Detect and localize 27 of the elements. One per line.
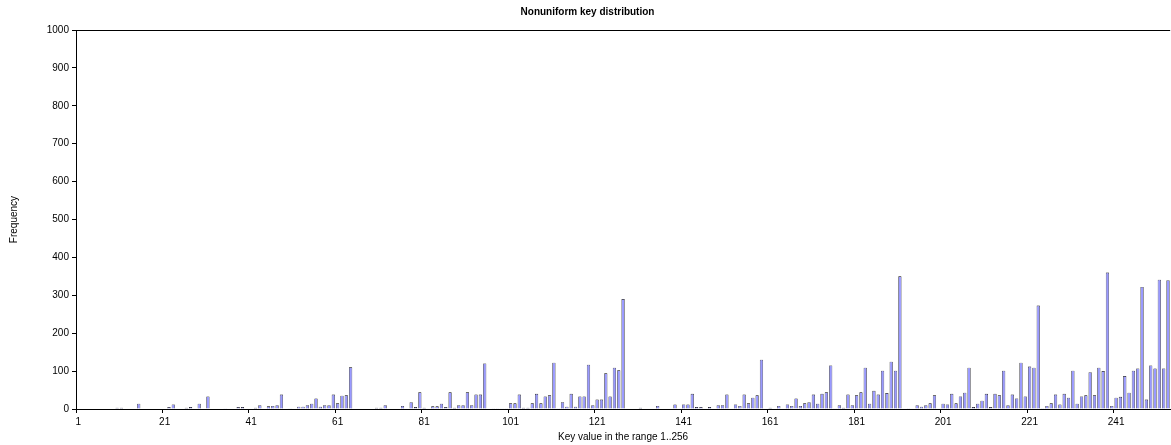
y-tick-label: 300 bbox=[52, 289, 70, 301]
y-tick-label: 500 bbox=[52, 213, 70, 225]
x-tick-label: 221 bbox=[1021, 415, 1039, 427]
x-tick-label: 61 bbox=[332, 415, 344, 427]
y-tick-label: 400 bbox=[52, 251, 70, 263]
x-tick-label: 241 bbox=[1107, 415, 1125, 427]
y-tick-label: 600 bbox=[52, 175, 70, 187]
x-tick-label: 161 bbox=[761, 415, 779, 427]
y-tick-label: 0 bbox=[63, 402, 70, 414]
y-tick-label: 800 bbox=[52, 99, 70, 111]
x-tick-label: 101 bbox=[502, 415, 520, 427]
x-tick-label: 181 bbox=[848, 415, 866, 427]
x-tick-label: 201 bbox=[934, 415, 952, 427]
y-axis-title: Frequency bbox=[7, 195, 19, 244]
x-tick-label: 21 bbox=[159, 415, 171, 427]
y-tick-label: 1000 bbox=[46, 23, 70, 35]
x-axis-title: Key value in the range 1..256 bbox=[558, 430, 689, 442]
x-tick-label: 121 bbox=[588, 415, 606, 427]
x-tick-label: 141 bbox=[675, 415, 693, 427]
y-tick-label: 100 bbox=[52, 364, 70, 376]
x-tick-label: 81 bbox=[418, 415, 431, 427]
x-tick-label: 1 bbox=[75, 415, 82, 427]
y-tick-label: 200 bbox=[52, 326, 70, 338]
chart-title: Nonuniform key distribution bbox=[520, 5, 655, 17]
y-tick-label: 700 bbox=[52, 137, 70, 149]
x-tick-label: 41 bbox=[245, 415, 258, 427]
y-tick-label: 900 bbox=[52, 61, 70, 73]
